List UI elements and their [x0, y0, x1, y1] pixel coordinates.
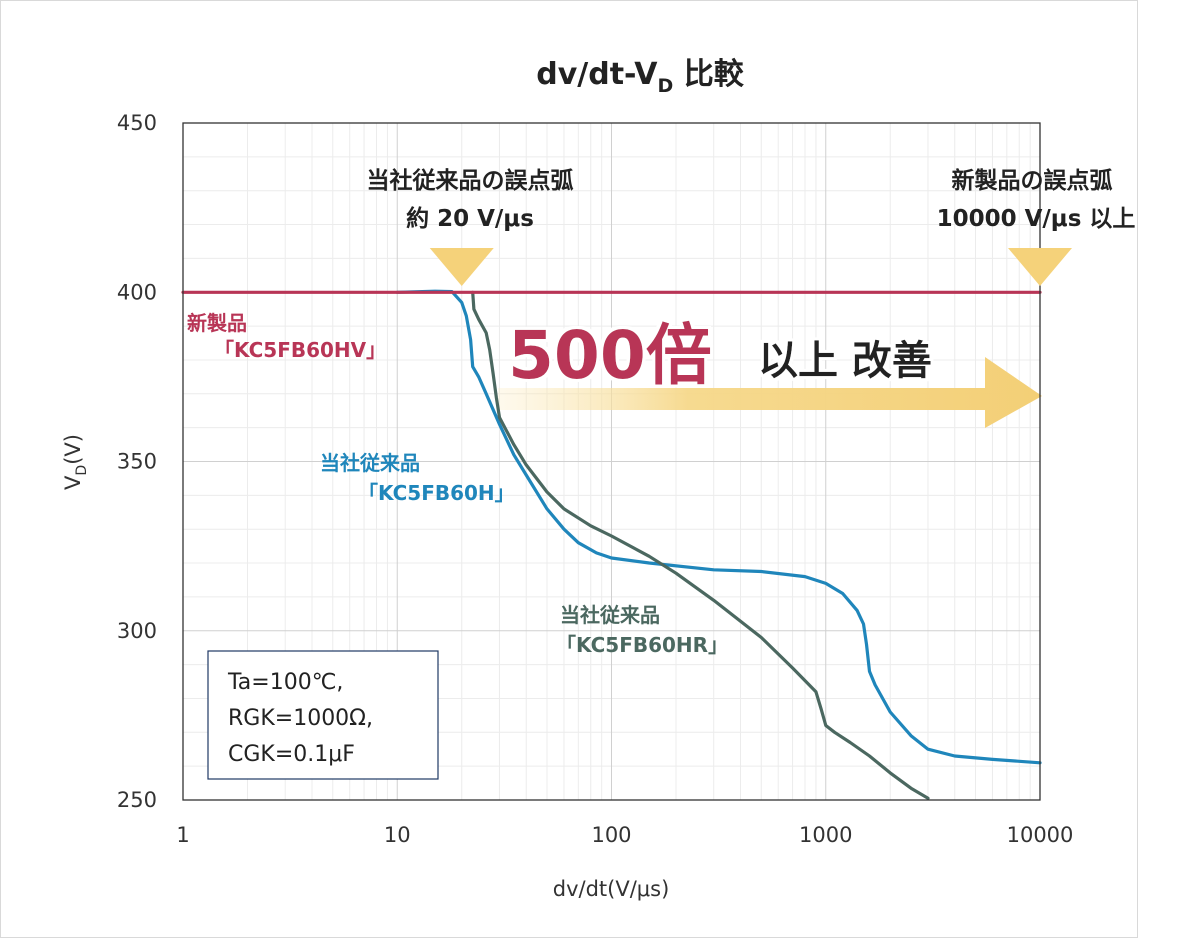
series-label-hv-line1: 新製品: [187, 311, 247, 335]
series-label-h-line2: 「KC5FB60H」: [358, 481, 515, 505]
plot-area-border: [182, 122, 1041, 801]
improvement-arrow: [498, 357, 1042, 428]
new-arc-marker-triangle: [1008, 248, 1072, 286]
new-arc-annotation-line1: 新製品の誤点弧: [952, 167, 1113, 194]
series-layer: [181, 289, 1042, 800]
old-arc-annotation-line2: 約 20 V/μs: [406, 205, 534, 232]
improvement-number: 500倍: [508, 317, 712, 394]
y-axis-label: VD(V): [61, 434, 90, 490]
x-tick-label: 1: [176, 823, 189, 847]
x-tick-label: 1000: [799, 823, 852, 847]
y-tick-label: 250: [117, 788, 157, 812]
tick-labels: 1 10 100 1000 10000 250 300 350 400 450: [117, 111, 1074, 847]
condition-rgk: RGK=1000Ω,: [228, 706, 373, 731]
x-tick-label: 10: [384, 823, 411, 847]
x-axis-label: dv/dt(V/μs): [553, 877, 670, 901]
x-tick-label: 10000: [1007, 823, 1074, 847]
improvement-suffix: 以上 改善: [758, 338, 932, 384]
old-arc-annotation-line1: 当社従来品の誤点弧: [367, 167, 574, 194]
y-tick-label: 450: [117, 111, 157, 135]
series-line-kc5fb60hr: [471, 290, 930, 800]
series-label-hr-line1: 当社従来品: [560, 603, 660, 627]
series-label-hv-line2: 「KC5FB60HV」: [214, 338, 386, 362]
condition-cgk: CGK=0.1μF: [228, 742, 355, 767]
old-arc-marker-triangle: [429, 248, 494, 286]
x-tick-label: 100: [591, 823, 631, 847]
series-label-hr-line2: 「KC5FB60HR」: [556, 633, 728, 657]
y-tick-label: 300: [117, 619, 157, 643]
y-tick-label: 400: [117, 280, 157, 304]
y-tick-label: 350: [117, 450, 157, 474]
series-label-h-line1: 当社従来品: [320, 451, 420, 475]
chart-title: dv/dt-VD 比較: [536, 57, 745, 97]
condition-ta: Ta=100℃,: [227, 670, 343, 695]
new-arc-annotation-line2: 10000 V/μs 以上: [937, 206, 1136, 232]
chart-frame: [0, 0, 1138, 938]
conditions-box: [207, 650, 439, 780]
series-line-kc5fb60h: [395, 289, 1042, 765]
